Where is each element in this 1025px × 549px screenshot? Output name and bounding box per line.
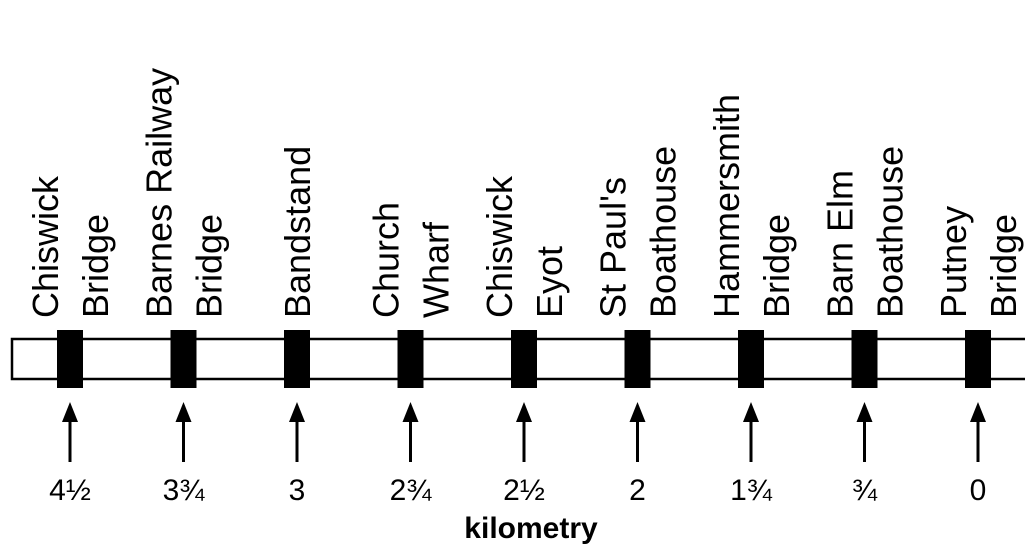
up-arrow-icon	[970, 402, 986, 462]
up-arrow-icon	[402, 402, 419, 462]
station-label-line: Putney	[933, 206, 974, 318]
station-label-line: Barn Elm	[820, 170, 861, 318]
up-arrow-icon	[62, 402, 78, 462]
distance-value: 1¾	[730, 474, 773, 507]
up-arrow-icon	[856, 402, 873, 462]
distance-value: 0	[970, 474, 987, 507]
station-label: St Paul's Boathouse	[593, 146, 684, 318]
station-label-line: Bridge	[189, 214, 230, 318]
station-label-line: Bridge	[756, 214, 797, 318]
station-label: Hammersmith Bridge	[706, 94, 797, 318]
distance-value: 2½	[503, 474, 545, 507]
station-labels: Chiswick Bridge Barnes Railway Bridge Bandst…	[25, 68, 1024, 318]
distance-value: ¾	[852, 474, 878, 507]
station-label: Chiswick Bridge	[25, 175, 116, 318]
up-arrow-icon	[175, 402, 192, 462]
station-label-line: St Paul's	[593, 177, 634, 318]
station-label: Barn Elm Boathouse	[820, 146, 911, 318]
station-marker	[624, 330, 651, 388]
distance-value: 2	[629, 474, 646, 507]
station-label-line: Chiswick	[479, 175, 520, 318]
station-marker	[284, 330, 310, 388]
station-label-line: Eyot	[529, 246, 570, 318]
station-label: Barnes Railway Bridge	[139, 68, 230, 318]
station-label: Putney Bridge	[933, 206, 1024, 318]
up-arrow-icon	[743, 402, 759, 462]
up-arrow-icon	[629, 402, 646, 462]
station-label-line: Chiswick	[25, 175, 66, 318]
station-label-line: Boathouse	[870, 146, 911, 318]
station-markers	[57, 330, 991, 388]
distance-value: 3	[289, 474, 306, 507]
distance-values: 4½ 3¾ 3 2¾ 2½ 2 1¾ ¾ 0	[49, 474, 986, 507]
distance-arrows	[62, 402, 986, 462]
station-label-line: Hammersmith	[706, 94, 747, 318]
station-label-line: Wharf	[416, 221, 457, 318]
station-marker	[57, 330, 83, 388]
station-label-line: Church	[366, 202, 407, 318]
station-label: Church Wharf	[366, 202, 457, 318]
station-label-line: Bridge	[75, 214, 116, 318]
station-marker	[397, 330, 424, 388]
station-label-line: Barnes Railway	[139, 68, 180, 318]
station-marker	[738, 330, 764, 388]
station-label-line: Boathouse	[643, 146, 684, 318]
distance-value: 4½	[49, 474, 91, 507]
axis-title: kilometry	[464, 512, 598, 545]
station-marker	[511, 330, 537, 388]
station-marker	[170, 330, 197, 388]
distance-value: 2¾	[390, 474, 433, 507]
up-arrow-icon	[516, 402, 532, 462]
station-label-line: Bridge	[983, 214, 1024, 318]
distance-value: 3¾	[163, 474, 206, 507]
station-label: Chiswick Eyot	[479, 175, 570, 318]
station-marker	[965, 330, 991, 388]
station-label-line: Bandstand	[277, 146, 318, 318]
station-marker	[851, 330, 878, 388]
up-arrow-icon	[289, 402, 305, 462]
station-label: Bandstand	[277, 146, 318, 318]
